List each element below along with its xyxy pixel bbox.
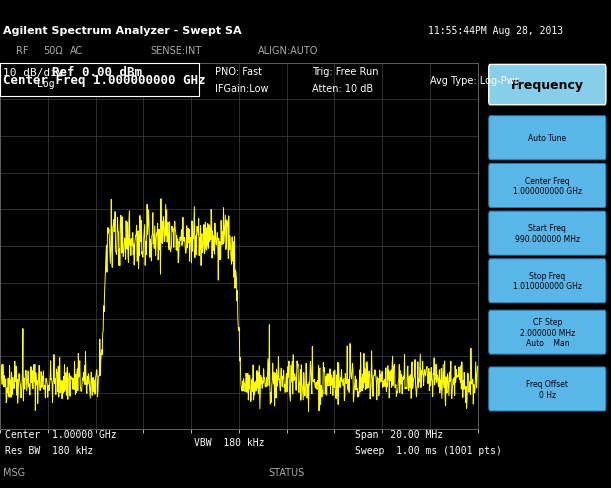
Text: 10 dB/div: 10 dB/div [3, 68, 64, 78]
FancyBboxPatch shape [489, 259, 606, 303]
FancyBboxPatch shape [489, 212, 606, 256]
Text: VBW  180 kHz: VBW 180 kHz [194, 438, 264, 447]
Text: Agilent Spectrum Analyzer - Swept SA: Agilent Spectrum Analyzer - Swept SA [3, 25, 242, 36]
FancyBboxPatch shape [0, 64, 199, 97]
Text: AC: AC [70, 46, 83, 56]
Text: SENSE:INT: SENSE:INT [150, 46, 202, 56]
Text: Frequency: Frequency [511, 79, 584, 92]
Text: Start Freq
990.000000 MHz: Start Freq 990.000000 MHz [514, 224, 580, 244]
Text: Res BW  180 kHz: Res BW 180 kHz [5, 445, 93, 455]
Text: Center  1.00000 GHz: Center 1.00000 GHz [5, 429, 117, 439]
Text: IFGain:Low: IFGain:Low [215, 84, 269, 94]
Text: MSG: MSG [3, 467, 25, 477]
FancyBboxPatch shape [489, 164, 606, 208]
Text: PNO: Fast: PNO: Fast [215, 67, 262, 77]
Text: Freq Offset
0 Hz: Freq Offset 0 Hz [526, 380, 568, 399]
FancyBboxPatch shape [489, 117, 606, 161]
Text: CF Step
2.000000 MHz
Auto    Man: CF Step 2.000000 MHz Auto Man [520, 318, 575, 347]
Text: Center Freq 1.000000000 GHz: Center Freq 1.000000000 GHz [2, 74, 205, 87]
Text: 50Ω: 50Ω [43, 46, 63, 56]
Text: ALIGN:AUTO: ALIGN:AUTO [258, 46, 318, 56]
Text: STATUS: STATUS [269, 467, 305, 477]
Text: Sweep  1.00 ms (1001 pts): Sweep 1.00 ms (1001 pts) [355, 445, 502, 455]
FancyBboxPatch shape [489, 310, 606, 354]
Text: Ref 0.00 dBm: Ref 0.00 dBm [52, 66, 142, 79]
Text: Avg Type: Log-Pwr: Avg Type: Log-Pwr [430, 76, 519, 85]
Text: Stop Freq
1.010000000 GHz: Stop Freq 1.010000000 GHz [513, 271, 582, 291]
FancyBboxPatch shape [489, 65, 606, 105]
Text: Atten: 10 dB: Atten: 10 dB [312, 84, 373, 94]
Text: 11:55:44PM Aug 28, 2013: 11:55:44PM Aug 28, 2013 [428, 25, 563, 36]
Text: Trig: Free Run: Trig: Free Run [312, 67, 378, 77]
Text: Center Freq
1.000000000 GHz: Center Freq 1.000000000 GHz [513, 176, 582, 196]
Text: RF: RF [16, 46, 29, 56]
Text: Auto Tune: Auto Tune [529, 134, 566, 143]
FancyBboxPatch shape [489, 367, 606, 411]
Text: Log: Log [37, 79, 54, 89]
Text: Span  20.00 MHz: Span 20.00 MHz [355, 429, 443, 439]
